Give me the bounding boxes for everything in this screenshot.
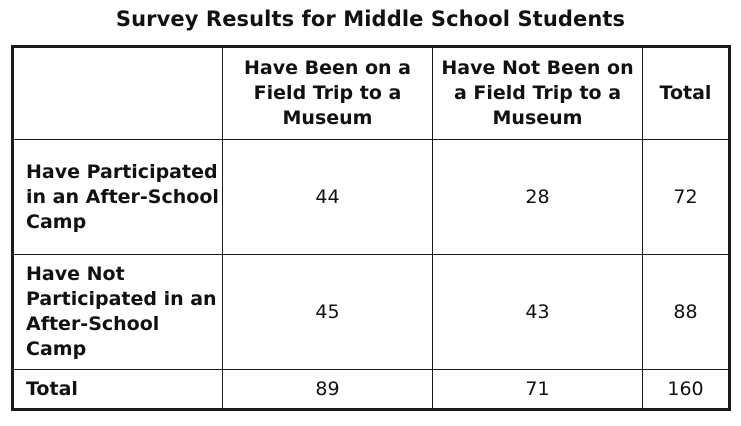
- table-row-total: Total 89 71 160: [12, 369, 730, 410]
- table-cell: 72: [642, 139, 730, 255]
- column-header-blank: [12, 46, 223, 140]
- table-row: Have Not Participated in an After-School…: [12, 254, 730, 370]
- table-cell: 43: [432, 254, 643, 370]
- column-header-field-trip: Have Been on a Field Trip to a Museum: [222, 46, 433, 140]
- row-header-participated: Have Participated in an After-School Cam…: [12, 139, 223, 255]
- row-header-not-participated: Have Not Participated in an After-School…: [12, 254, 223, 370]
- table-header-row: Have Been on a Field Trip to a Museum Ha…: [12, 46, 730, 140]
- table-row: Have Participated in an After-School Cam…: [12, 139, 730, 255]
- survey-results-table: Have Been on a Field Trip to a Museum Ha…: [11, 45, 731, 411]
- table-cell: 71: [432, 369, 643, 410]
- table-title: Survey Results for Middle School Student…: [115, 7, 626, 31]
- column-header-no-field-trip: Have Not Been on a Field Trip to a Museu…: [432, 46, 643, 140]
- table-cell: 89: [222, 369, 433, 410]
- column-header-total: Total: [642, 46, 730, 140]
- table-cell: 160: [642, 369, 730, 410]
- table-cell: 28: [432, 139, 643, 255]
- table-cell: 45: [222, 254, 433, 370]
- row-header-total: Total: [12, 369, 223, 410]
- table-cell: 88: [642, 254, 730, 370]
- table-cell: 44: [222, 139, 433, 255]
